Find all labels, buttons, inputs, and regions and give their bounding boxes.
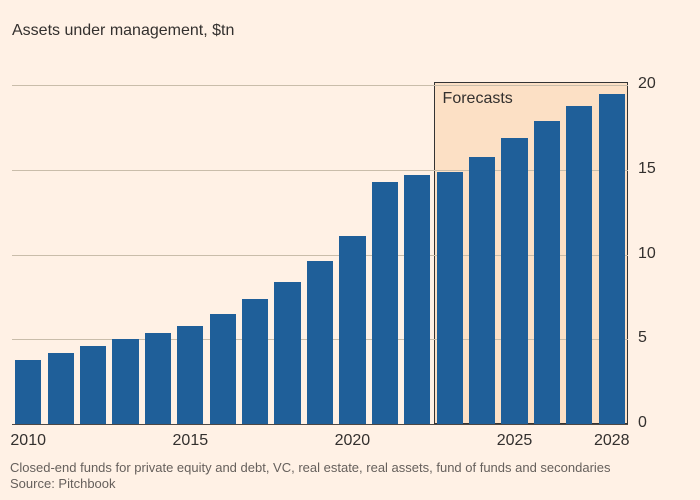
bar — [469, 157, 495, 424]
bar — [404, 175, 430, 424]
bar — [339, 236, 365, 424]
bar — [372, 182, 398, 424]
x-tick-label: 2025 — [497, 432, 533, 450]
bar — [274, 282, 300, 424]
y-tick-label: 15 — [638, 160, 656, 178]
bar — [112, 339, 138, 424]
bar — [177, 326, 203, 424]
forecast-label: Forecasts — [443, 90, 513, 108]
x-tick-label: 2010 — [10, 432, 46, 450]
y-tick-label: 5 — [638, 329, 647, 347]
x-tick-label: 2020 — [335, 432, 371, 450]
bar — [210, 314, 236, 424]
bar — [501, 138, 527, 424]
baseline — [12, 424, 628, 425]
y-tick-label: 20 — [638, 75, 656, 93]
bar — [566, 106, 592, 424]
source-text: Source: Pitchbook — [10, 476, 116, 491]
bar — [15, 360, 41, 424]
subtitle: Assets under management, $tn — [12, 22, 234, 40]
y-tick-label: 0 — [638, 414, 647, 432]
bar — [48, 353, 74, 424]
x-tick-label: 2015 — [173, 432, 209, 450]
x-tick-label: 2028 — [594, 432, 630, 450]
bar — [307, 261, 333, 424]
chart-container: Assets under management, $tn Forecasts C… — [0, 0, 700, 500]
bar — [145, 333, 171, 424]
bar — [80, 346, 106, 424]
gridline — [12, 85, 628, 86]
y-tick-label: 10 — [638, 245, 656, 263]
bar — [534, 121, 560, 424]
bar — [242, 299, 268, 424]
bar — [437, 172, 463, 424]
bar — [599, 94, 625, 424]
footnote-text: Closed-end funds for private equity and … — [10, 460, 611, 475]
chart-area: Forecasts — [12, 60, 628, 424]
